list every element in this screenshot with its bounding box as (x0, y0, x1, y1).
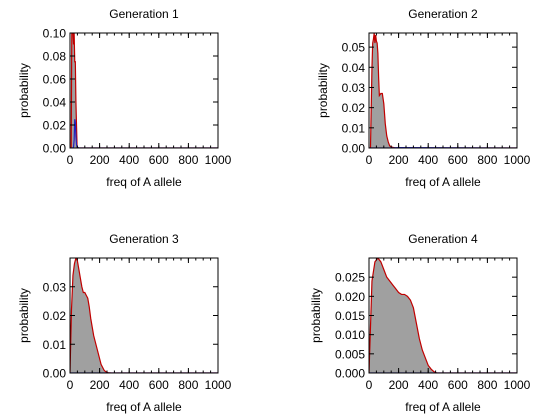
y-tick-label: 0.01 (342, 121, 366, 135)
y-tick-label: 0.005 (335, 347, 365, 361)
x-tick-label: 1000 (504, 153, 531, 167)
probability-curve (70, 33, 218, 148)
x-axis-label: freq of A allele (405, 175, 481, 189)
x-tick-label: 400 (418, 378, 438, 392)
x-tick-label: 800 (477, 378, 497, 392)
y-tick-label: 0.04 (342, 61, 366, 75)
y-tick-label: 0.05 (342, 41, 366, 55)
x-tick-label: 0 (67, 378, 74, 392)
chart-title: Generation 3 (109, 232, 179, 246)
y-tick-label: 0.03 (43, 280, 67, 294)
x-tick-label: 0 (366, 378, 373, 392)
x-tick-label: 0 (366, 153, 373, 167)
y-tick-label: 0.02 (342, 101, 366, 115)
chart-panel-2: 0 200 400 600 800 1000 0.00 0.01 0.02 0.03 0.04 0.0… (316, 7, 531, 189)
plot-frame (69, 32, 219, 149)
x-tick-label: 800 (477, 153, 497, 167)
probability-area (70, 33, 218, 148)
plot-area (70, 33, 218, 148)
x-tick-label: 200 (389, 153, 409, 167)
x-tick-label: 0 (67, 153, 74, 167)
y-axis-label: probability (316, 63, 330, 118)
y-tick-label: 0.02 (43, 119, 67, 133)
x-tick-label: 1000 (205, 153, 232, 167)
x-tick-label: 200 (90, 378, 110, 392)
y-tick-label: 0.00 (43, 367, 67, 381)
x-tick-label: 800 (178, 378, 198, 392)
y-tick-label: 0.06 (43, 73, 67, 87)
y-tick-label: 0.020 (335, 290, 365, 304)
y-axis-label: probability (309, 288, 323, 343)
x-tick-label: 200 (90, 153, 110, 167)
x-tick-label: 1000 (504, 378, 531, 392)
y-tick-label: 0.015 (335, 309, 365, 323)
probability-area (70, 258, 218, 373)
y-axis-label: probability (17, 63, 31, 118)
y-tick-label: 0.04 (43, 96, 67, 110)
chart-title: Generation 4 (408, 232, 478, 246)
y-tick-label: 0.10 (43, 27, 67, 41)
chart-panel-1: 0 200 400 600 800 1000 0.00 0.02 0.04 0.06 0.08 0.1… (17, 7, 232, 189)
x-tick-label: 200 (389, 378, 409, 392)
x-tick-label: 400 (119, 378, 139, 392)
x-tick-label: 600 (448, 153, 468, 167)
y-tick-label: 0.00 (342, 142, 366, 156)
x-tick-label: 800 (178, 153, 198, 167)
secondary-curve (70, 119, 218, 148)
x-tick-label: 600 (149, 378, 169, 392)
x-tick-label: 1000 (205, 378, 232, 392)
chart-title: Generation 2 (408, 7, 478, 21)
y-tick-label: 0.02 (43, 309, 67, 323)
plot-frame (368, 32, 518, 149)
plot-area (369, 258, 517, 373)
x-axis-label: freq of A allele (106, 175, 182, 189)
probability-curve (369, 258, 517, 373)
plot-area (70, 258, 218, 373)
probability-area (369, 33, 517, 148)
x-tick-label: 400 (418, 153, 438, 167)
y-tick-label: 0.025 (335, 271, 365, 285)
chart-panel-4: 0 200 400 600 800 1000 0.000 0.005 0.010 0.015 0.0… (309, 232, 531, 414)
y-tick-label: 0.010 (335, 328, 365, 342)
x-tick-label: 600 (149, 153, 169, 167)
chart-panel-3: 0 200 400 600 800 1000 0.00 0.01 0.02 0.03 Generat… (17, 232, 232, 414)
y-tick-label: 0.01 (43, 338, 67, 352)
x-axis-label: freq of A allele (106, 400, 182, 414)
y-tick-label: 0.08 (43, 50, 67, 64)
probability-curve (369, 33, 517, 148)
probability-area (369, 258, 517, 373)
x-tick-label: 400 (119, 153, 139, 167)
x-tick-label: 600 (448, 378, 468, 392)
y-axis-label: probability (17, 288, 31, 343)
chart-title: Generation 1 (109, 7, 179, 21)
y-tick-label: 0.000 (335, 367, 365, 381)
x-axis-label: freq of A allele (405, 400, 481, 414)
y-tick-label: 0.00 (43, 142, 67, 156)
y-tick-label: 0.03 (342, 81, 366, 95)
plot-area (369, 33, 517, 148)
